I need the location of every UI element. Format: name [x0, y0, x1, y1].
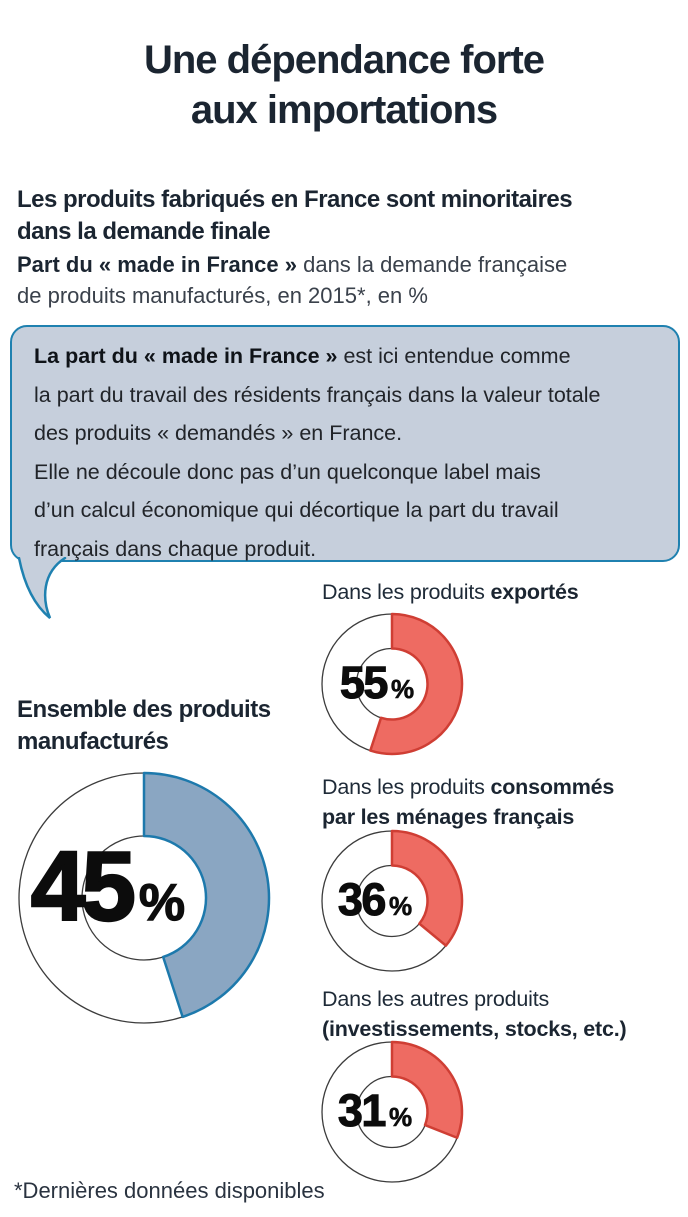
percent-sign: %	[390, 674, 415, 704]
explainer-line-2: la part du travail des résidents françai…	[34, 382, 601, 407]
measure-description-bold: Part du « made in France »	[17, 252, 297, 277]
value-consommes: 36%	[337, 874, 413, 925]
value-autres: 31%	[337, 1085, 413, 1136]
speech-bubble-tail	[17, 557, 67, 619]
explainer-bold: La part du « made in France »	[34, 344, 338, 368]
label-consommes: Dans les produits consommés par les ména…	[322, 775, 615, 829]
subtitle: Les produits fabriqués en France sont mi…	[17, 184, 573, 248]
measure-description-line-2: de produits manufacturés, en 2015*, en %	[17, 283, 428, 308]
percent-sign: %	[388, 891, 413, 921]
label-autres: Dans les autres produits (investissement…	[322, 987, 627, 1041]
measure-description: Part du « made in France » dans la deman…	[17, 249, 567, 311]
explainer-line-1: La part du « made in France » est ici en…	[34, 344, 571, 368]
footnote: *Dernières données disponibles	[14, 1178, 325, 1203]
percent-sign: %	[388, 1102, 413, 1132]
percent-sign: %	[138, 874, 186, 932]
explainer-line-6: français dans chaque produit.	[34, 536, 317, 561]
donut-chart-ensemble	[18, 771, 271, 1024]
page-title-line-1: Une dépendance forte	[143, 37, 545, 82]
donut-chart-consommes	[321, 829, 464, 972]
donut-chart-autres	[321, 1040, 464, 1183]
explainer-line-4: Elle ne découle donc pas d’un quelconque…	[34, 459, 541, 484]
measure-description-line-1: Part du « made in France » dans la deman…	[17, 252, 568, 277]
label-ensemble: Ensemble des produits manufacturés	[17, 696, 271, 755]
explainer-line-5: d’un calcul économique qui décortique la…	[34, 498, 559, 523]
explainer-line-3: des produits « demandés » en France.	[34, 421, 403, 446]
page-title-line-2: aux importations	[190, 87, 498, 132]
value-exportes: 55%	[339, 657, 415, 708]
page-title: Une dépendance forte aux importations	[0, 35, 688, 135]
label-exportes: Dans les produits exportés	[322, 580, 579, 604]
explainer-bubble: La part du « made in France » est ici en…	[10, 325, 680, 562]
subtitle-line-1: Les produits fabriqués en France sont mi…	[17, 185, 573, 213]
subtitle-line-2: dans la demande finale	[17, 217, 271, 245]
value-ensemble: 45%	[30, 831, 186, 941]
donut-chart-exportes	[321, 612, 464, 756]
